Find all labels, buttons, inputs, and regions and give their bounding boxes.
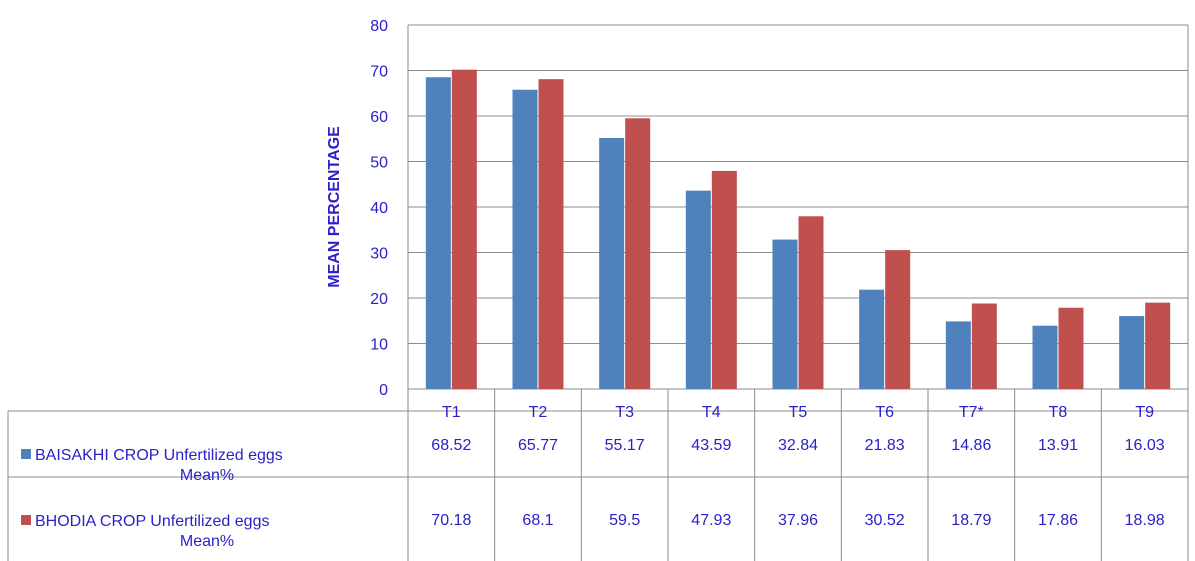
legend-label: Mean% [180, 467, 234, 484]
data-label: 18.79 [951, 512, 991, 529]
bar [772, 239, 798, 389]
y-tick-label: 30 [370, 246, 388, 263]
bar [945, 321, 971, 389]
data-label: 30.52 [865, 512, 905, 529]
x-tick-label: T4 [702, 404, 721, 421]
x-tick-label: T8 [1049, 404, 1068, 421]
data-label: 13.91 [1038, 437, 1078, 454]
data-label: 70.18 [431, 512, 471, 529]
data-label: 68.1 [522, 512, 553, 529]
bar [599, 137, 625, 389]
bar [1145, 302, 1171, 389]
legend-label: BAISAKHI CROP Unfertilized eggs [35, 447, 283, 464]
y-tick-label: 20 [370, 291, 388, 308]
y-tick-label: 80 [370, 18, 388, 35]
grid-lines [407, 24, 1189, 561]
legend-swatch [21, 449, 31, 459]
y-tick-label: 0 [379, 382, 388, 399]
data-label: 65.77 [518, 437, 558, 454]
data-label: 21.83 [865, 437, 905, 454]
y-tick-label: 50 [370, 155, 388, 172]
bar [1119, 316, 1145, 389]
legend-swatch [21, 515, 31, 525]
bar [685, 190, 711, 389]
bar [538, 79, 564, 390]
bar [451, 69, 477, 389]
y-axis-label: MEAN PERCENTAGE [326, 126, 343, 288]
data-label: 14.86 [951, 437, 991, 454]
y-tick-label: 70 [370, 64, 388, 81]
data-label: 16.03 [1125, 437, 1165, 454]
x-tick-label: T9 [1135, 404, 1154, 421]
bar [425, 77, 451, 389]
x-tick-label: T6 [875, 404, 894, 421]
y-tick-label: 10 [370, 337, 388, 354]
data-label: 37.96 [778, 512, 818, 529]
data-label: 68.52 [431, 437, 471, 454]
bars [425, 69, 1171, 390]
data-table: T1 T2 T3 T4 T5 T6 T7* T8 T9 BAISAKHI CROP Unferti… [7, 404, 1188, 561]
data-label: 55.17 [605, 437, 645, 454]
bar [798, 216, 824, 389]
data-label: 32.84 [778, 437, 818, 454]
bar [859, 289, 885, 389]
y-tick-label: 40 [370, 200, 388, 217]
x-tick-label: T5 [789, 404, 808, 421]
data-label: 17.86 [1038, 512, 1078, 529]
data-label: 18.98 [1125, 512, 1165, 529]
x-tick-label: T1 [442, 404, 461, 421]
bar [512, 89, 538, 390]
bar [1058, 307, 1084, 389]
bar [1032, 325, 1058, 389]
x-tick-label: T3 [615, 404, 634, 421]
bar [711, 170, 737, 389]
x-tick-label: T7* [959, 404, 984, 421]
data-label: 43.59 [691, 437, 731, 454]
bar [625, 118, 651, 390]
bar [885, 250, 911, 389]
data-label: 59.5 [609, 512, 640, 529]
legend-label: Mean% [180, 533, 234, 550]
legend-label: BHODIA CROP Unfertilized eggs [35, 513, 269, 530]
x-tick-label: T2 [529, 404, 548, 421]
bar [971, 303, 997, 389]
y-tick-label: 60 [370, 109, 388, 126]
data-label: 47.93 [691, 512, 731, 529]
y-axis-ticks: 0 10 20 30 40 50 60 70 80 [370, 18, 388, 399]
